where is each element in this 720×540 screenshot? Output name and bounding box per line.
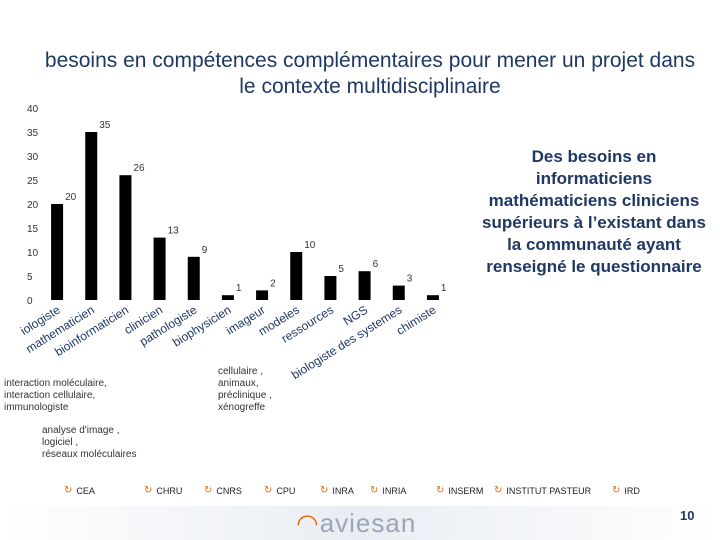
y-axis: 0 5 10 15 20 25 30 35 40 bbox=[27, 104, 39, 307]
orange-arrow-icon: ↻ bbox=[64, 485, 73, 496]
data-label: 35 bbox=[99, 120, 111, 131]
partner-name: CNRS bbox=[216, 485, 242, 496]
partner-item: ↻ INSTITUT PASTEUR bbox=[494, 485, 591, 496]
partner-item: ↻ INSERM bbox=[436, 485, 483, 496]
y-tick-label: 15 bbox=[27, 224, 39, 235]
data-label: 10 bbox=[304, 240, 316, 251]
data-label: 1 bbox=[441, 283, 447, 294]
note-cellular: cellulaire , animaux, préclinique , xéno… bbox=[218, 366, 272, 413]
bar-0 bbox=[51, 204, 64, 300]
bar-6 bbox=[256, 290, 269, 300]
bar-4 bbox=[187, 256, 200, 300]
partner-item: ↻ CEA bbox=[64, 485, 95, 496]
logo-mark-icon: ◠ bbox=[296, 508, 320, 538]
partner-name: CHRU bbox=[156, 485, 183, 496]
aviesan-logo: ◠aviesan bbox=[296, 508, 416, 539]
data-labels: 20 35 26 13 9 1 2 10 5 6 3 1 bbox=[65, 120, 447, 294]
partner-name: CEA bbox=[76, 485, 95, 496]
footer-band bbox=[0, 506, 720, 540]
partner-item: ↻ CHRU bbox=[144, 485, 182, 496]
y-tick-label: 30 bbox=[27, 152, 39, 163]
data-label: 3 bbox=[407, 274, 413, 285]
note-interaction: interaction moléculaire, interaction cel… bbox=[4, 378, 107, 413]
orange-arrow-icon: ↻ bbox=[494, 485, 503, 496]
partner-name: CPU bbox=[276, 485, 296, 496]
partner-name: INRA bbox=[332, 485, 354, 496]
y-tick-label: 40 bbox=[27, 104, 39, 115]
partner-name: INSTITUT PASTEUR bbox=[506, 485, 592, 496]
bar-11 bbox=[426, 295, 439, 300]
bar-10 bbox=[392, 285, 405, 300]
bar-2 bbox=[119, 175, 132, 300]
orange-arrow-icon: ↻ bbox=[370, 485, 379, 496]
partner-name: IRD bbox=[624, 485, 640, 496]
logo-text: aviesan bbox=[319, 508, 417, 538]
page-title: besoins en compétences complémentaires p… bbox=[44, 49, 696, 98]
partner-name: INSERM bbox=[448, 485, 484, 496]
orange-arrow-icon: ↻ bbox=[204, 485, 213, 496]
data-label: 2 bbox=[270, 278, 276, 289]
orange-arrow-icon: ↻ bbox=[144, 485, 153, 496]
bar-5 bbox=[221, 295, 234, 300]
y-tick-label: 0 bbox=[27, 296, 33, 307]
data-label: 1 bbox=[236, 283, 242, 294]
y-tick-label: 20 bbox=[27, 200, 39, 211]
y-tick-label: 10 bbox=[27, 248, 39, 259]
bar-9 bbox=[358, 271, 371, 300]
bars bbox=[51, 132, 439, 300]
x-tick-label: chimiste bbox=[394, 303, 439, 338]
slide-number: 10 bbox=[680, 508, 695, 523]
bar-1 bbox=[85, 132, 98, 300]
partner-item: ↻ INRIA bbox=[370, 485, 406, 496]
note-analysis: analyse d'image , logiciel , réseaux mol… bbox=[42, 425, 137, 460]
orange-arrow-icon: ↻ bbox=[436, 485, 445, 496]
y-tick-label: 35 bbox=[27, 128, 39, 139]
side-annotation: Des besoins en informaticiens mathématic… bbox=[482, 147, 706, 276]
partner-item: ↻ INRA bbox=[320, 485, 354, 496]
y-tick-label: 5 bbox=[27, 272, 33, 283]
data-label: 20 bbox=[65, 192, 77, 203]
data-label: 6 bbox=[373, 259, 379, 270]
bar-3 bbox=[153, 237, 166, 300]
bar-8 bbox=[324, 276, 337, 300]
partner-list: ↻ CEA ↻ CHRU ↻ CNRS ↻ CPU ↻ INRA ↻ INRIA ↻ INSERM ↻ INS… bbox=[64, 485, 664, 501]
data-label: 26 bbox=[133, 163, 145, 174]
orange-arrow-icon: ↻ bbox=[320, 485, 329, 496]
data-label: 9 bbox=[202, 245, 208, 256]
bar-7 bbox=[290, 252, 303, 300]
y-tick-label: 25 bbox=[27, 176, 39, 187]
orange-arrow-icon: ↻ bbox=[264, 485, 273, 496]
data-label: 13 bbox=[168, 226, 180, 237]
data-label: 5 bbox=[338, 264, 344, 275]
partner-name: INRIA bbox=[382, 485, 407, 496]
partner-item: ↻ CNRS bbox=[204, 485, 242, 496]
partner-item: ↻ CPU bbox=[264, 485, 295, 496]
orange-arrow-icon: ↻ bbox=[612, 485, 621, 496]
partner-item: ↻ IRD bbox=[612, 485, 640, 496]
